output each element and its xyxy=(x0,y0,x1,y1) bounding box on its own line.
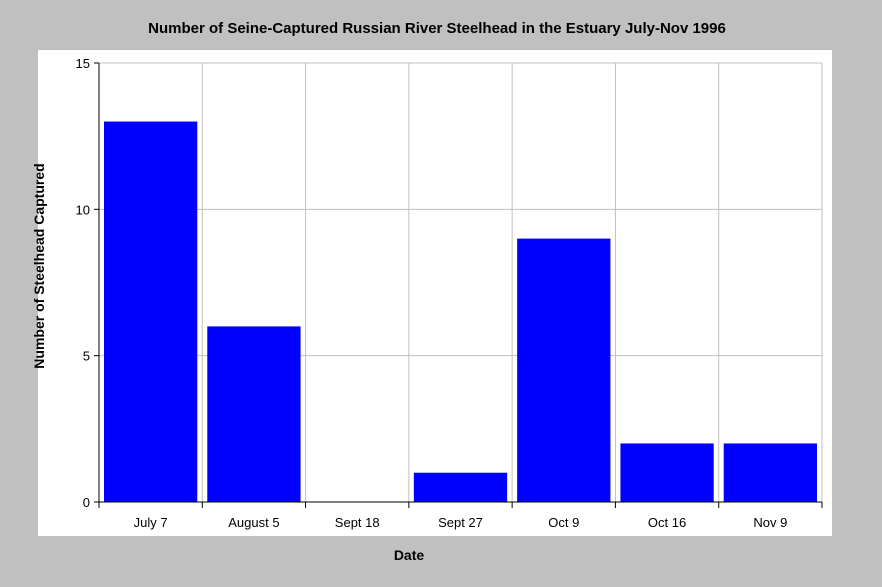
y-tick-label: 15 xyxy=(76,56,90,71)
chart-title: Number of Seine-Captured Russian River S… xyxy=(148,20,726,37)
bar xyxy=(104,121,198,503)
x-tick-label: Nov 9 xyxy=(753,515,787,530)
x-tick-label: August 5 xyxy=(228,515,279,530)
y-tick-label: 5 xyxy=(83,349,90,364)
x-tick-label: Oct 9 xyxy=(548,515,579,530)
y-tick-label: 0 xyxy=(83,495,90,510)
tick-labels: 0 5 10 15 July 7 August 5 Sept 18 Sept 27 Oct 9 O… xyxy=(76,56,788,530)
x-axis-label: Date xyxy=(394,547,425,563)
bar xyxy=(620,443,714,502)
x-tick-label: Sept 27 xyxy=(438,515,483,530)
bars xyxy=(104,121,817,503)
x-tick-label: Sept 18 xyxy=(335,515,380,530)
y-axis-label: Number of Steelhead Captured xyxy=(31,163,47,368)
axes xyxy=(94,62,823,508)
bar xyxy=(413,472,508,502)
x-tick-label: Oct 16 xyxy=(648,515,686,530)
bar xyxy=(207,326,301,502)
bar xyxy=(517,238,611,502)
x-tick-label: July 7 xyxy=(134,515,168,530)
y-tick-label: 10 xyxy=(76,202,90,217)
bar xyxy=(723,443,817,502)
